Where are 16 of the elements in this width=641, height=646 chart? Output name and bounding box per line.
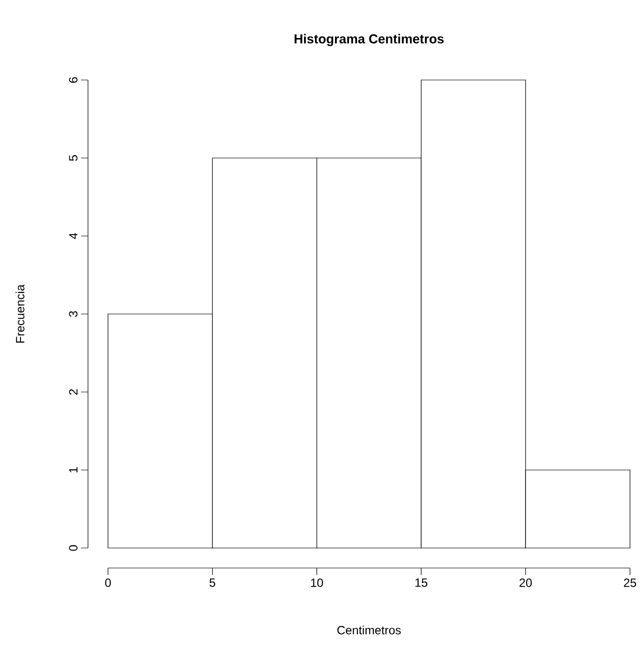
chart-title: Histograma Centimetros: [294, 34, 444, 46]
x-tick-label: 10: [311, 578, 323, 587]
y-tick-label: 3: [69, 311, 78, 317]
y-tick-label: 4: [69, 233, 78, 240]
x-tick-label: 0: [105, 578, 111, 587]
y-tick-label: 0: [69, 545, 78, 551]
y-tick-label: 6: [69, 77, 78, 83]
y-tick-label: 5: [69, 155, 78, 161]
x-axis-title: Centimetros: [337, 626, 401, 634]
x-tick-label: 15: [415, 578, 428, 587]
y-tick-label: 1: [69, 467, 78, 472]
x-tick-label: 5: [210, 578, 216, 587]
x-tick-label: 25: [624, 578, 636, 587]
y-axis-title: Frecuencia: [16, 284, 24, 343]
y-tick-label: 2: [69, 389, 78, 395]
x-tick-label: 20: [520, 578, 532, 587]
